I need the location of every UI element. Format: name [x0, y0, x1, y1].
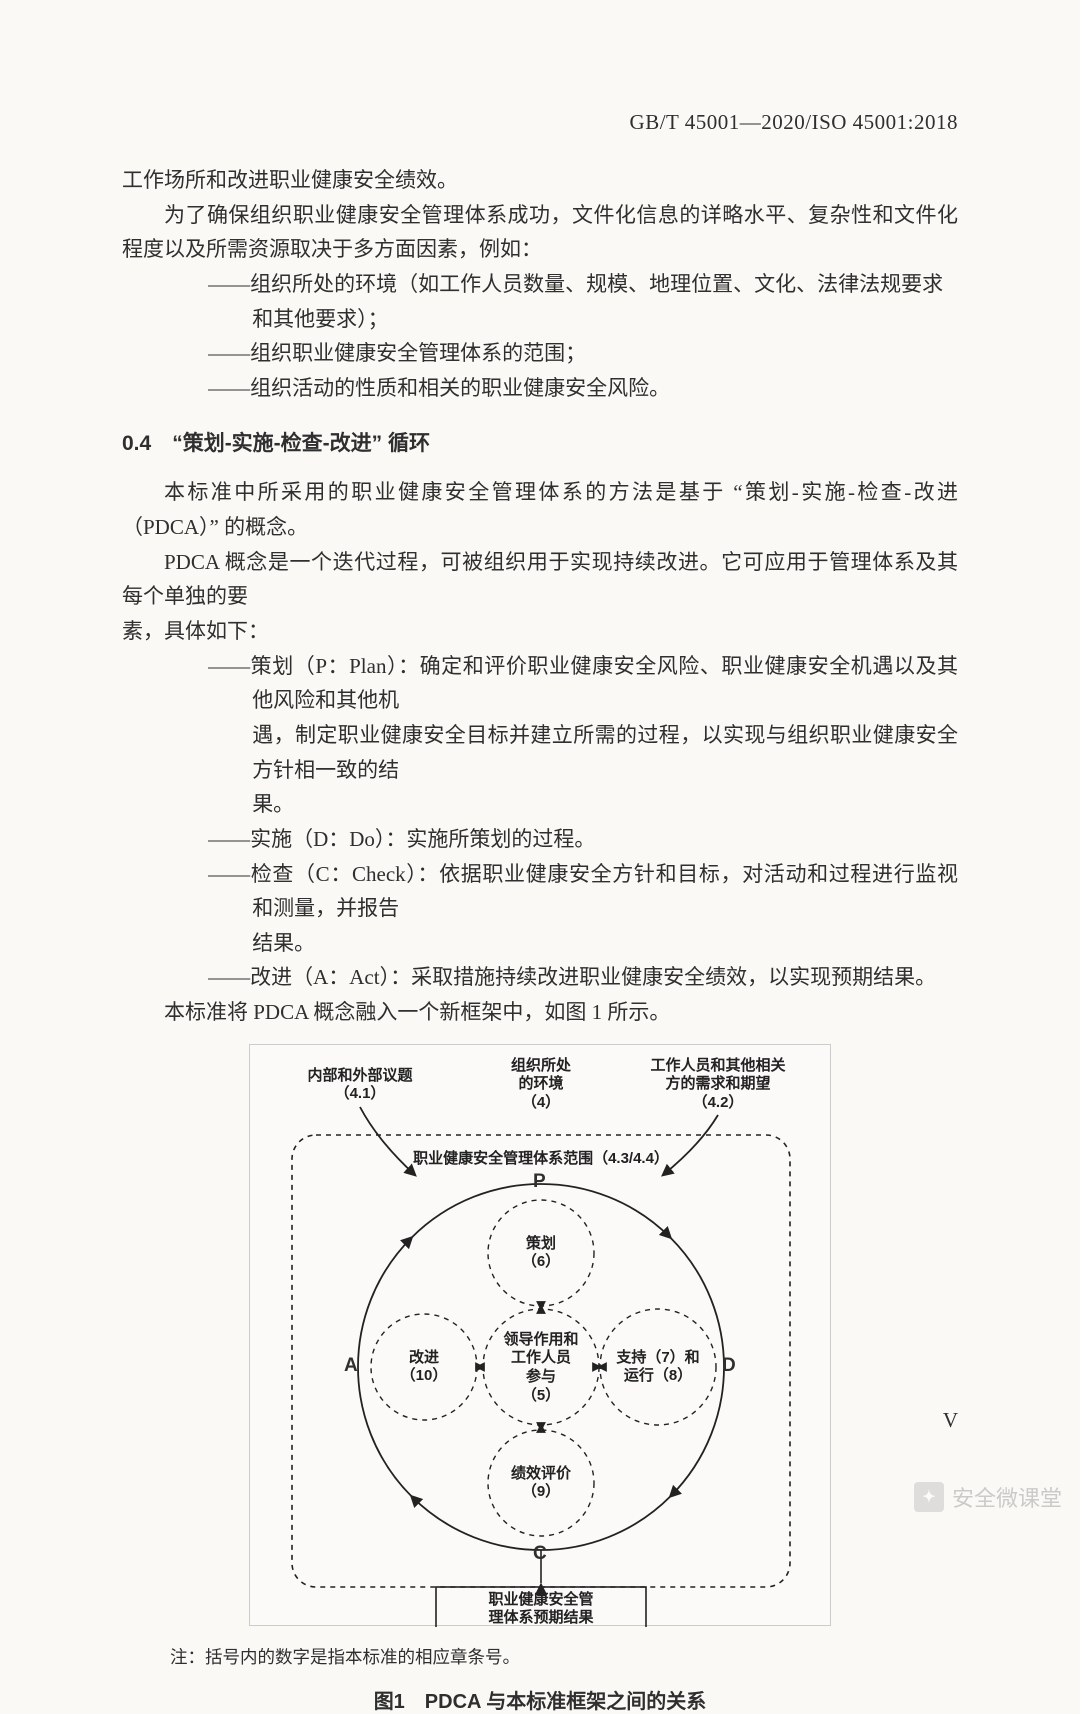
bullet-list-1: ——组织所处的环境（如工作人员数量、规模、地理位置、文化、法律法规要求和其他要求…: [208, 267, 958, 406]
pdca-plan-c: 果。: [208, 787, 958, 822]
paragraph-continue: 工作场所和改进职业健康安全绩效。: [122, 163, 958, 198]
bullet-item: ——组织职业健康安全管理体系的范围；: [208, 336, 958, 371]
wechat-icon: ✦: [914, 1482, 944, 1512]
pdca-do: ——实施（D：Do）：实施所策划的过程。: [208, 822, 958, 857]
standard-reference: GB/T 45001—2020/ISO 45001:2018: [122, 110, 958, 135]
paragraph-figure-ref: 本标准将 PDCA 概念融入一个新框架中，如图 1 所示。: [122, 995, 958, 1030]
pdca-check-a: ——检查（C：Check）：依据职业健康安全方针和目标，对活动和过程进行监视和测…: [208, 857, 958, 926]
paragraph-pdca-concept-a: PDCA 概念是一个迭代过程，可被组织用于实现持续改进。它可应用于管理体系及其每…: [122, 545, 958, 614]
pdca-list: ——策划（P：Plan）：确定和评价职业健康安全风险、职业健康安全机遇以及其他风…: [208, 649, 958, 995]
pdca-plan-b: 遇，制定职业健康安全目标并建立所需的过程，以实现与组织职业健康安全方针相一致的结: [208, 718, 958, 787]
pdca-act: ——改进（A：Act）：采取措施持续改进职业健康安全绩效，以实现预期结果。: [208, 960, 958, 995]
watermark-text: 安全微课堂: [952, 1481, 1062, 1513]
pdca-check-b: 结果。: [208, 926, 958, 961]
pdca-diagram: 内部和外部议题（4.1）组织所处的环境（4）工作人员和其他相关方的需求和期望（4…: [249, 1044, 831, 1626]
section-heading-0-4: 0.4 “策划-实施-检查-改进” 循环: [122, 427, 958, 457]
paragraph-pdca-intro: 本标准中所采用的职业健康安全管理体系的方法是基于 “策划-实施-检查-改进（PD…: [122, 475, 958, 544]
bullet-item: ——组织活动的性质和相关的职业健康安全风险。: [208, 371, 958, 406]
pdca-plan-a: ——策划（P：Plan）：确定和评价职业健康安全风险、职业健康安全机遇以及其他风…: [208, 649, 958, 718]
bullet-item: ——组织所处的环境（如工作人员数量、规模、地理位置、文化、法律法规要求和其他要求…: [208, 267, 958, 336]
figure-note: 注：括号内的数字是指本标准的相应章条号。: [170, 1644, 958, 1669]
watermark: ✦ 安全微课堂: [914, 1481, 1062, 1513]
figure-caption: 图1 PDCA 与本标准框架之间的关系: [122, 1685, 958, 1714]
paragraph-pdca-concept-b: 素，具体如下：: [122, 614, 958, 649]
page-number: V: [943, 1408, 958, 1433]
paragraph-intro: 为了确保组织职业健康安全管理体系成功，文件化信息的详略水平、复杂性和文件化程度以…: [122, 198, 958, 267]
